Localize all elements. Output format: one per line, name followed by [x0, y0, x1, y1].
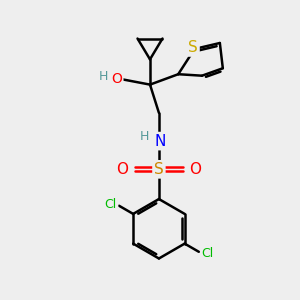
Text: O: O [190, 162, 202, 177]
Text: O: O [111, 72, 122, 86]
Text: H: H [140, 130, 149, 143]
Text: S: S [188, 40, 198, 55]
Text: S: S [154, 162, 164, 177]
Text: H: H [99, 70, 108, 83]
Text: N: N [155, 134, 166, 148]
Text: O: O [116, 162, 128, 177]
Text: Cl: Cl [202, 247, 214, 260]
Text: Cl: Cl [105, 198, 117, 211]
